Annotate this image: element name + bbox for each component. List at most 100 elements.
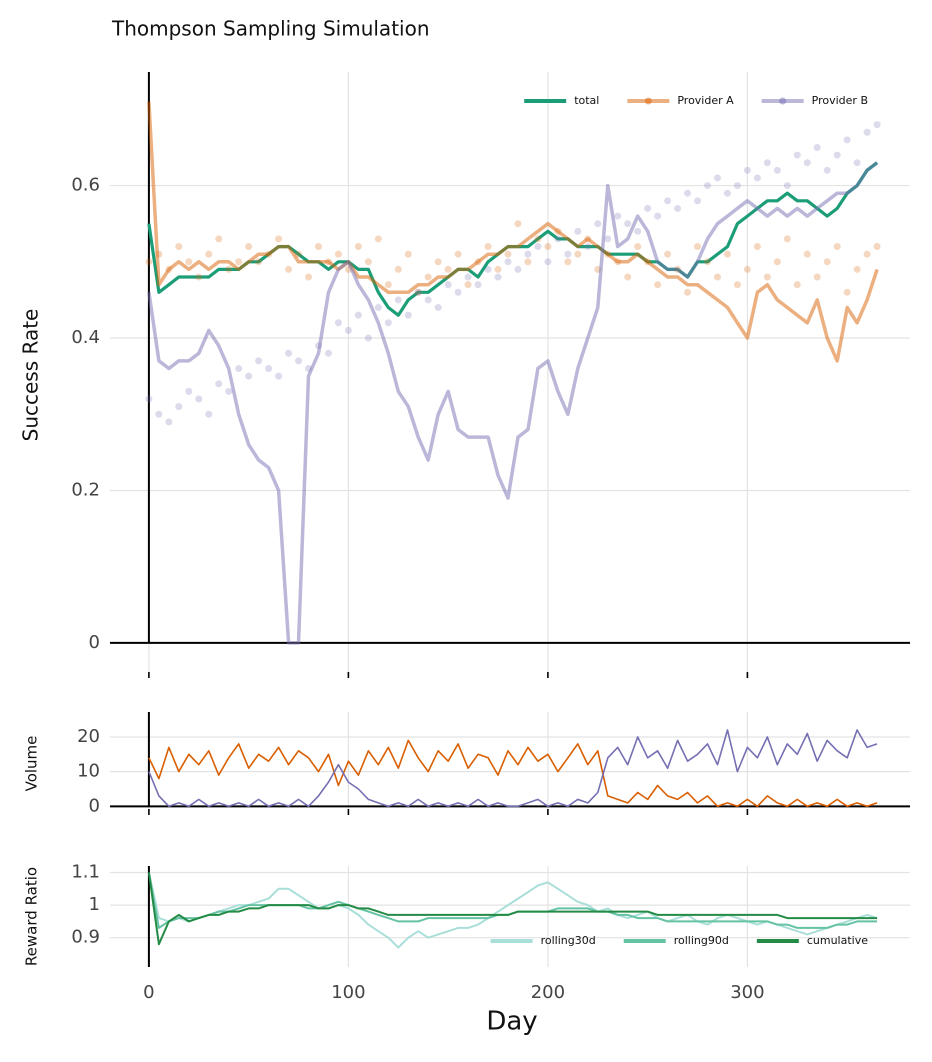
scatter-point <box>873 243 881 251</box>
y-axis-label: Success Rate <box>19 309 43 442</box>
scatter-point <box>324 349 332 357</box>
scatter-point <box>334 319 342 327</box>
scatter-point <box>255 258 263 266</box>
y-tick-label: 20 <box>77 726 100 747</box>
series-line <box>148 739 878 808</box>
scatter-point <box>484 243 492 251</box>
scatter-point <box>145 258 153 266</box>
scatter-point <box>424 273 432 281</box>
scatter-point <box>285 265 293 273</box>
y-tick-label: 0 <box>89 632 100 653</box>
scatter-point <box>245 372 253 380</box>
scatter-point <box>544 258 552 266</box>
series-line <box>147 872 878 929</box>
scatter-point <box>235 365 243 373</box>
scatter-point <box>833 151 841 159</box>
series-line <box>148 729 878 808</box>
scatter-point <box>733 281 741 289</box>
scatter-point <box>823 166 831 174</box>
series-line <box>147 161 879 645</box>
scatter-point <box>524 250 532 258</box>
chart-title: Thompson Sampling Simulation <box>111 17 430 41</box>
scatter-point <box>813 143 821 151</box>
scatter-point <box>334 250 342 258</box>
scatter-point <box>783 182 791 190</box>
scatter-point <box>733 182 741 190</box>
scatter-point <box>763 273 771 281</box>
scatter-point <box>743 265 751 273</box>
scatter-point <box>863 250 871 258</box>
y-axis-label: Reward Ratio <box>23 867 41 966</box>
scatter-point <box>823 258 831 266</box>
scatter-point <box>384 319 392 327</box>
series-line <box>147 872 878 946</box>
legend-marker <box>644 97 652 105</box>
scatter-point <box>863 128 871 136</box>
scatter-point <box>394 265 402 273</box>
scatter-point <box>195 273 203 281</box>
scatter-point <box>763 159 771 167</box>
scatter-point <box>514 265 522 273</box>
y-tick-label: 0 <box>89 795 100 816</box>
scatter-point <box>215 235 223 243</box>
scatter-point <box>783 235 791 243</box>
scatter-point <box>175 403 183 411</box>
scatter-point <box>285 349 293 357</box>
scatter-point <box>713 174 721 182</box>
scatter-point <box>723 189 731 197</box>
scatter-point <box>364 258 372 266</box>
scatter-point <box>843 288 851 296</box>
scatter-point <box>743 166 751 174</box>
scatter-point <box>404 311 412 319</box>
scatter-point <box>474 281 482 289</box>
scatter-point <box>504 250 512 258</box>
scatter-point <box>454 250 462 258</box>
x-tick-label: 300 <box>730 982 764 1003</box>
scatter-point <box>155 410 163 418</box>
legend-label: Provider B <box>812 94 868 107</box>
scatter-point <box>225 387 233 395</box>
scatter-point <box>803 250 811 258</box>
scatter-point <box>314 243 322 251</box>
legend-label: rolling90d <box>674 934 729 947</box>
scatter-point <box>145 395 153 403</box>
scatter-point <box>664 197 672 205</box>
scatter-point <box>414 288 422 296</box>
x-tick-label: 200 <box>531 982 565 1003</box>
scatter-point <box>534 235 542 243</box>
scatter-point <box>813 273 821 281</box>
scatter-point <box>275 372 283 380</box>
legend: total Provider A Provider B <box>524 94 868 107</box>
scatter-point <box>544 243 552 251</box>
scatter-point <box>175 243 183 251</box>
scatter-point <box>255 357 263 365</box>
scatter-point <box>245 243 253 251</box>
legend-marker <box>779 97 787 105</box>
scatter-point <box>215 380 223 388</box>
scatter-point <box>275 235 283 243</box>
scatter-point <box>694 243 702 251</box>
scatter-point <box>753 174 761 182</box>
scatter-point <box>444 265 452 273</box>
scatter-point <box>404 250 412 258</box>
scatter-point <box>853 265 861 273</box>
scatter-point <box>454 288 462 296</box>
scatter-point <box>205 250 213 258</box>
scatter-point <box>494 273 502 281</box>
scatter-point <box>614 212 622 220</box>
scatter-point <box>634 243 642 251</box>
y-tick-label: 1 <box>89 894 100 915</box>
scatter-point <box>793 151 801 159</box>
scatter-point <box>295 250 303 258</box>
scatter-point <box>634 227 642 235</box>
scatter-point <box>574 227 582 235</box>
y-tick-label: 0.9 <box>71 927 100 948</box>
scatter-point <box>584 243 592 251</box>
scatter-point <box>773 166 781 174</box>
scatter-point <box>624 220 632 228</box>
scatter-point <box>704 258 712 266</box>
scatter-point <box>624 273 632 281</box>
scatter-point <box>574 250 582 258</box>
scatter-point <box>694 197 702 205</box>
